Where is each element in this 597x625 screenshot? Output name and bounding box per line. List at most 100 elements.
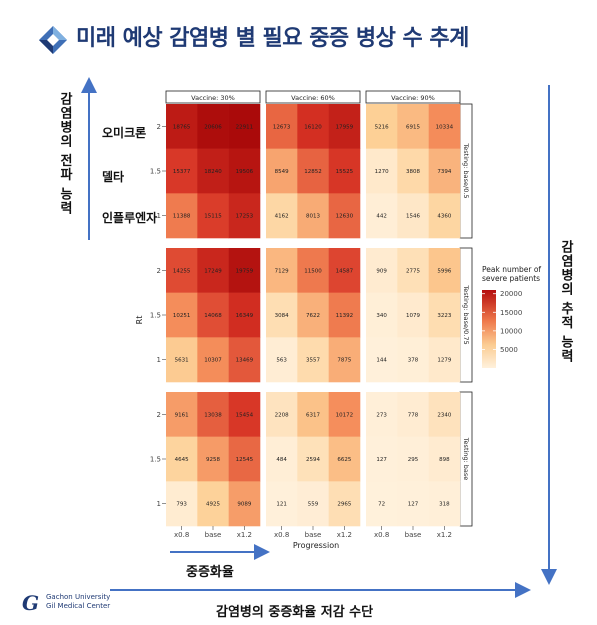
page-title: 미래 예상 감염병 별 필요 중증 병상 수 추계	[76, 26, 469, 51]
cell-value-label: 5216	[375, 124, 389, 130]
cell-value-label: 778	[408, 412, 419, 418]
cell-value-label: 6317	[306, 412, 320, 418]
right-axis-label: 감염병의 추적 능력	[558, 240, 573, 364]
heatmap-cell	[397, 481, 429, 527]
cell-value-label: 5631	[175, 358, 189, 364]
cell-value-label: 22911	[236, 124, 254, 130]
y-tick-label: 1	[157, 500, 161, 508]
heatmap-cell	[397, 248, 429, 293]
cell-value-label: 10172	[336, 412, 354, 418]
cell-value-label: 2208	[275, 412, 289, 418]
heatmap-cell	[266, 193, 298, 239]
cell-value-label: 19506	[236, 169, 254, 175]
cell-value-label: 12630	[336, 214, 354, 220]
heatmap-cell	[328, 193, 361, 239]
cell-value-label: 14255	[173, 268, 191, 274]
heatmap-cell	[166, 436, 198, 482]
heatmap-cell	[428, 148, 461, 194]
cell-value-label: 1270	[375, 169, 389, 175]
cell-value-label: 2340	[437, 412, 451, 418]
column-strip	[165, 90, 261, 104]
cell-value-label: 4162	[275, 214, 289, 220]
heatmap-cell	[366, 436, 398, 482]
heatmap-cell	[397, 193, 429, 239]
bottom-axis-label: 감염병의 중증화율 저감 수단	[216, 605, 374, 620]
heatmap-cell	[166, 248, 198, 293]
heatmap-cell	[366, 337, 398, 383]
heatmap-cell	[366, 292, 398, 338]
x-tick-label: x1.2	[437, 531, 452, 539]
cell-value-label: 559	[308, 502, 319, 508]
cell-value-label: 4645	[175, 457, 189, 463]
cell-value-label: 14068	[204, 313, 222, 319]
y-tick-label: 1.5	[150, 168, 161, 176]
row-facet-label: Testing: base	[462, 437, 470, 481]
heatmap-cell	[397, 392, 429, 437]
heatmap-cell	[197, 104, 229, 149]
cell-value-label: 10334	[436, 124, 454, 130]
cell-value-label: 4360	[437, 214, 451, 220]
cell-value-label: 144	[376, 358, 387, 364]
university-name-line2: Gil Medical Center	[46, 602, 111, 610]
heatmap-cell	[297, 148, 329, 194]
cell-value-label: 3084	[275, 313, 289, 319]
cell-value-label: 17253	[236, 214, 254, 220]
y-tick-label: 2	[157, 411, 161, 419]
heatmap-cell	[197, 436, 229, 482]
cell-value-label: 13038	[204, 412, 222, 418]
heatmap-cell	[428, 248, 461, 293]
cell-value-label: 11392	[336, 313, 354, 319]
cell-value-label: 9258	[206, 457, 220, 463]
heatmap-cell	[366, 104, 398, 149]
heatmap-cell	[166, 337, 198, 383]
heatmap-cell	[397, 104, 429, 149]
heatmap-cell	[297, 337, 329, 383]
cell-value-label: 7875	[337, 358, 351, 364]
cell-value-label: 17249	[204, 268, 222, 274]
cell-value-label: 9089	[237, 502, 251, 508]
heatmap-cell	[197, 481, 229, 527]
heatmap-cell	[297, 292, 329, 338]
cell-value-label: 15115	[204, 214, 222, 220]
heatmap-cell	[328, 436, 361, 482]
cell-value-label: 9161	[175, 412, 189, 418]
heatmap-cell	[266, 248, 298, 293]
cell-value-label: 15377	[173, 169, 191, 175]
heatmap-cell	[228, 292, 261, 338]
heatmap-cell	[266, 436, 298, 482]
cell-value-label: 15454	[236, 412, 254, 418]
column-facet-label: Vaccine: 90%	[391, 94, 435, 102]
cell-value-label: 16349	[236, 313, 254, 319]
cell-value-label: 127	[408, 502, 419, 508]
cell-value-label: 16120	[304, 124, 322, 130]
cell-value-label: 11500	[304, 268, 322, 274]
heatmap-cell	[328, 337, 361, 383]
heatmap-cell	[166, 392, 198, 437]
heatmap-cell	[428, 436, 461, 482]
x-tick-label: x0.8	[374, 531, 389, 539]
heatmap-cell	[228, 248, 261, 293]
diamond-logo-icon	[39, 26, 67, 54]
heatmap-cell	[266, 481, 298, 527]
heatmap-cell	[328, 392, 361, 437]
column-facet-label: Vaccine: 30%	[191, 94, 235, 102]
legend-colorbar	[482, 290, 496, 368]
cell-value-label: 442	[376, 214, 387, 220]
cell-value-label: 121	[276, 502, 287, 508]
y-tick-label: 2	[157, 267, 161, 275]
column-facet-label: Vaccine: 60%	[291, 94, 335, 102]
heatmap-cell	[266, 148, 298, 194]
cell-value-label: 1079	[406, 313, 420, 319]
cell-value-label: 1546	[406, 214, 420, 220]
heatmap-cell	[397, 148, 429, 194]
heatmap-cell	[328, 248, 361, 293]
cell-value-label: 11388	[173, 214, 191, 220]
cell-value-label: 12673	[273, 124, 291, 130]
heatmap-cell	[197, 292, 229, 338]
cell-value-label: 8549	[275, 169, 289, 175]
heatmap-cell	[428, 337, 461, 383]
heatmap-cell	[166, 292, 198, 338]
cell-value-label: 13469	[236, 358, 254, 364]
cell-value-label: 2775	[406, 268, 420, 274]
y-tick-label: 1.5	[150, 456, 161, 464]
